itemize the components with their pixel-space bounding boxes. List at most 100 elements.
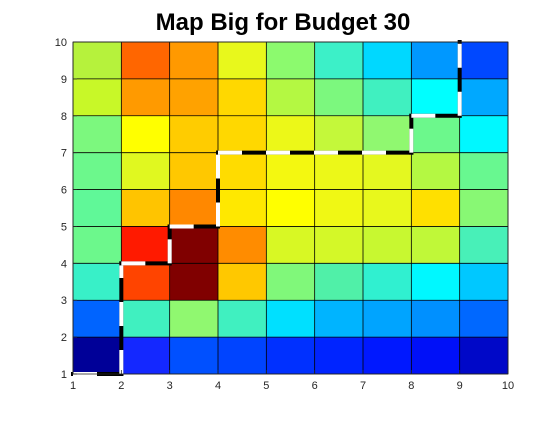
heatmap-cell	[170, 79, 218, 116]
heatmap-cells	[73, 42, 508, 374]
heatmap-cell	[266, 226, 314, 263]
heatmap-cell	[363, 153, 411, 190]
heatmap-cell	[170, 337, 218, 374]
heatmap-cell	[218, 226, 266, 263]
heatmap-cell	[460, 226, 508, 263]
heatmap-cell	[170, 226, 218, 263]
y-tick-label: 9	[61, 74, 67, 86]
heatmap-cell	[121, 226, 169, 263]
heatmap-cell	[315, 116, 363, 153]
heatmap-cell	[73, 79, 121, 116]
heatmap-cell	[266, 337, 314, 374]
heatmap-cell	[121, 116, 169, 153]
x-tick-label: 3	[167, 380, 173, 392]
x-tick-label: 8	[408, 380, 414, 392]
heatmap-cell	[315, 79, 363, 116]
heatmap-cell	[363, 190, 411, 227]
chart-title: Map Big for Budget 30	[156, 9, 411, 36]
heatmap-cell	[411, 337, 459, 374]
heatmap-cell	[411, 226, 459, 263]
heatmap-cell	[170, 263, 218, 300]
x-tick-label: 4	[215, 380, 221, 392]
heatmap-cell	[73, 153, 121, 190]
heatmap-cell	[363, 300, 411, 337]
heatmap-cell	[73, 300, 121, 337]
heatmap-cell	[266, 42, 314, 79]
heatmap-cell	[121, 42, 169, 79]
heatmap-cell	[73, 226, 121, 263]
x-tick-label: 5	[263, 380, 269, 392]
y-tick-label: 6	[61, 185, 67, 197]
heatmap-cell	[121, 337, 169, 374]
heatmap-cell	[315, 337, 363, 374]
heatmap-cell	[266, 79, 314, 116]
heatmap-cell	[218, 337, 266, 374]
heatmap-cell	[73, 42, 121, 79]
heatmap-cell	[363, 116, 411, 153]
heatmap-cell	[73, 263, 121, 300]
heatmap-cell	[363, 263, 411, 300]
y-tick-label: 5	[61, 221, 67, 233]
x-tick-label: 1	[70, 380, 76, 392]
heatmap-cell	[121, 300, 169, 337]
heatmap-cell	[411, 79, 459, 116]
heatmap-cell	[411, 42, 459, 79]
heatmap-cell	[460, 79, 508, 116]
heatmap-cell	[315, 300, 363, 337]
y-tick-label: 1	[61, 369, 67, 381]
heatmap-cell	[218, 116, 266, 153]
x-tick-label: 7	[360, 380, 366, 392]
heatmap-cell	[411, 263, 459, 300]
heatmap-cell	[170, 190, 218, 227]
y-tick-label: 8	[61, 111, 67, 123]
heatmap-cell	[218, 190, 266, 227]
heatmap-cell	[363, 337, 411, 374]
heatmap-cell	[411, 190, 459, 227]
heatmap-cell	[218, 153, 266, 190]
heatmap-cell	[460, 263, 508, 300]
heatmap-cell	[315, 190, 363, 227]
heatmap-cell	[266, 190, 314, 227]
heatmap-cell	[73, 337, 121, 374]
heatmap-cell	[170, 153, 218, 190]
heatmap-cell	[266, 263, 314, 300]
heatmap-cell	[315, 42, 363, 79]
heatmap-cell	[315, 226, 363, 263]
heatmap-cell	[218, 42, 266, 79]
heatmap-cell	[73, 116, 121, 153]
heatmap-cell	[460, 116, 508, 153]
heatmap-cell	[266, 153, 314, 190]
heatmap-cell	[121, 153, 169, 190]
heatmap-cell	[460, 190, 508, 227]
y-tick-label: 10	[55, 37, 67, 49]
heatmap-cell	[460, 153, 508, 190]
heatmap-cell	[121, 190, 169, 227]
heatmap-cell	[460, 42, 508, 79]
heatmap-cell	[266, 116, 314, 153]
heatmap-cell	[170, 42, 218, 79]
heatmap-cell	[218, 79, 266, 116]
heatmap-cell	[266, 300, 314, 337]
y-tick-label: 3	[61, 295, 67, 307]
x-tick-label: 9	[457, 380, 463, 392]
heatmap-cell	[170, 300, 218, 337]
heatmap-cell	[121, 263, 169, 300]
y-tick-label: 4	[61, 258, 67, 270]
heatmap-cell	[218, 263, 266, 300]
heatmap-cell	[73, 190, 121, 227]
heatmap-cell	[460, 300, 508, 337]
x-tick-label: 10	[502, 380, 514, 392]
heatmap-cell	[315, 153, 363, 190]
heatmap-cell	[363, 79, 411, 116]
heatmap-cell	[460, 337, 508, 374]
y-tick-label: 7	[61, 148, 67, 160]
heatmap-cell	[411, 116, 459, 153]
y-tick-label: 2	[61, 332, 67, 344]
heatmap-cell	[170, 116, 218, 153]
heatmap-cell	[363, 226, 411, 263]
heatmap-cell	[363, 42, 411, 79]
x-tick-label: 6	[312, 380, 318, 392]
heatmap-cell	[411, 300, 459, 337]
